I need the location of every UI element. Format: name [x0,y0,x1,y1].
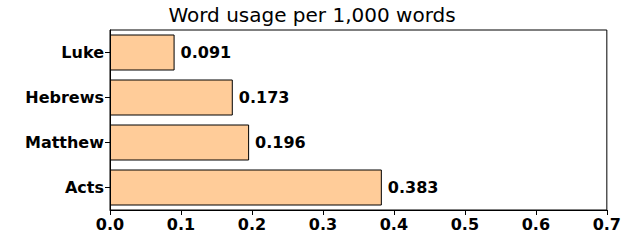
svg-text:0.173: 0.173 [239,88,290,107]
svg-text:0.5: 0.5 [451,215,479,234]
svg-text:0.0: 0.0 [96,215,124,234]
svg-text:Acts: Acts [65,178,104,197]
svg-text:0.7: 0.7 [593,215,621,234]
svg-text:0.2: 0.2 [238,215,266,234]
svg-text:0.091: 0.091 [181,43,232,62]
svg-text:0.1: 0.1 [167,215,195,234]
svg-text:0.3: 0.3 [309,215,337,234]
svg-text:0.383: 0.383 [388,178,439,197]
svg-text:0.196: 0.196 [255,133,306,152]
svg-text:Luke: Luke [61,43,104,62]
svg-text:0.4: 0.4 [380,215,408,234]
svg-text:Word usage per 1,000 words: Word usage per 1,000 words [168,3,455,27]
svg-text:Hebrews: Hebrews [25,88,104,107]
svg-text:0.6: 0.6 [522,215,550,234]
svg-text:Matthew: Matthew [25,133,104,152]
